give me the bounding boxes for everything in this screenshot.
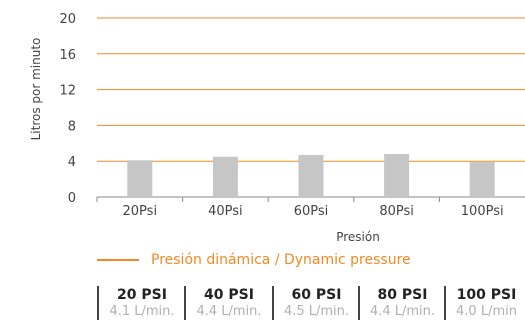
y-axis-title: Litros por minuto xyxy=(29,38,43,141)
x-tick-labels: 20Psi 40Psi 60Psi 80Psi 100Psi xyxy=(123,204,504,219)
x-axis-title: Presión xyxy=(336,230,380,244)
bars xyxy=(127,154,495,197)
pressure-label: 100 PSI xyxy=(456,287,517,303)
pressure-table-cell: 20 PSI 4.1 L/min. xyxy=(97,286,185,320)
y-tick-labels: 0 4 8 12 16 20 xyxy=(59,12,76,206)
x-tick-label: 100Psi xyxy=(461,204,504,219)
y-tick-label: 8 xyxy=(68,119,76,134)
pressure-table-cell: 60 PSI 4.5 L/min. xyxy=(272,286,359,320)
grid-lines xyxy=(96,17,525,202)
bar xyxy=(298,154,324,197)
pressure-label: 60 PSI xyxy=(291,287,342,303)
x-tick-label: 20Psi xyxy=(123,204,158,219)
flow-rate-value: 4.5 L/min. xyxy=(283,304,350,319)
legend-label: Presión dinámica / Dynamic pressure xyxy=(151,252,411,268)
pressure-label: 80 PSI xyxy=(377,287,428,303)
y-tick-label: 12 xyxy=(59,84,76,99)
bar xyxy=(384,154,410,197)
y-tick-label: 0 xyxy=(68,191,76,206)
bar xyxy=(127,160,153,197)
y-tick-label: 16 xyxy=(59,48,76,63)
flow-rate-value: 4.1 L/min. xyxy=(109,304,175,319)
y-tick-label: 4 xyxy=(68,155,76,170)
bar xyxy=(212,156,238,197)
legend-line-swatch xyxy=(97,259,139,261)
pressure-table: 20 PSI 4.1 L/min. 40 PSI 4.4 L/min. 60 PSI 4.… xyxy=(0,286,525,320)
pressure-table-cell: 100 PSI 4.0 L/min xyxy=(444,286,525,320)
y-tick-label: 20 xyxy=(59,12,76,27)
pressure-label: 20 PSI xyxy=(117,287,167,303)
bar xyxy=(469,162,495,197)
x-tick-label: 80Psi xyxy=(379,204,414,219)
flow-rate-value: 4.0 L/min xyxy=(456,304,517,319)
x-tick-label: 40Psi xyxy=(208,204,243,219)
pressure-table-cell: 80 PSI 4.4 L/min. xyxy=(358,286,445,320)
flow-rate-value: 4.4 L/min. xyxy=(369,304,436,319)
flow-rate-value: 4.4 L/min. xyxy=(196,304,262,319)
legend: Presión dinámica / Dynamic pressure xyxy=(97,249,411,271)
pressure-label: 40 PSI xyxy=(204,287,254,303)
pressure-table-cell: 40 PSI 4.4 L/min. xyxy=(184,286,272,320)
x-tick-label: 60Psi xyxy=(294,204,329,219)
chart: 0 4 8 12 16 20 20Psi 40Psi 60Psi 80Psi 100Psi Lit… xyxy=(29,12,525,244)
